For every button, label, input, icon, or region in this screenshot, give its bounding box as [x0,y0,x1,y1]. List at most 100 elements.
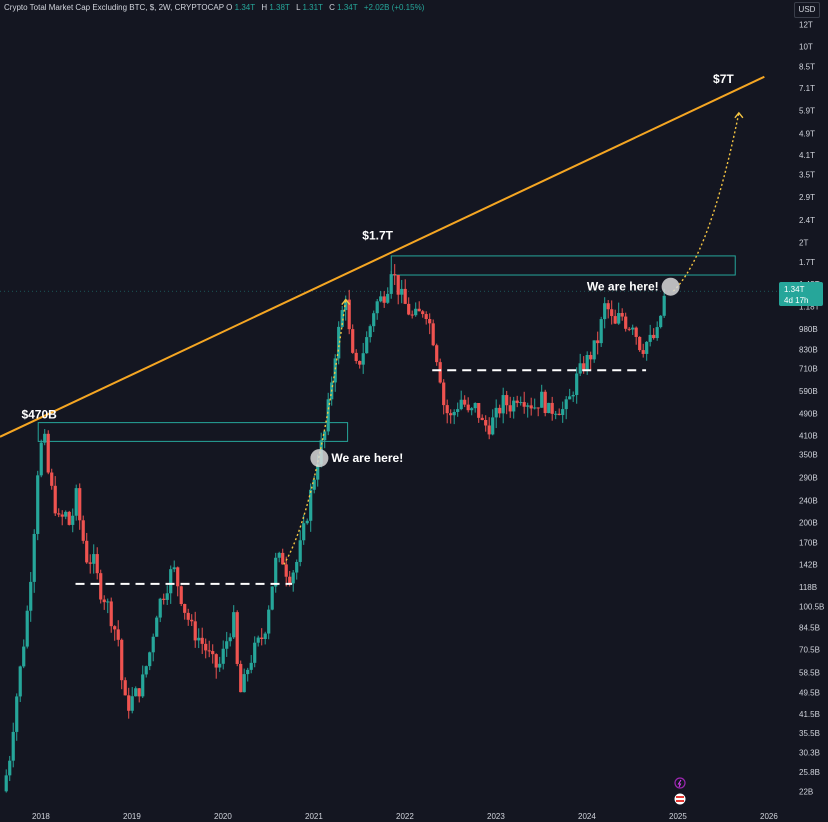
candle-body [365,337,369,354]
candle-body [197,637,201,641]
candle-body [267,609,271,634]
candle-body [46,433,50,473]
candle-body [575,373,579,395]
candle-body [564,399,568,410]
candle-body [533,407,537,409]
candle-body [288,576,292,584]
candle-body [323,431,327,441]
y-tick-label: 5.9T [799,107,815,116]
candle-body [60,514,64,517]
candle-body [613,316,617,324]
open-key: O [226,3,233,12]
candle-body [557,413,561,416]
candle-body [585,354,589,371]
lightning-icon[interactable] [674,777,686,789]
candle-body [239,663,243,693]
candle-body [645,341,649,354]
candle-body [78,488,82,521]
candle-body [172,567,176,570]
candle-body [260,637,264,640]
candle-body [193,621,197,641]
candle-body [183,603,187,613]
y-tick-label: 142B [799,560,818,569]
candle-body [372,313,376,327]
candle-body [333,358,337,383]
currency-button[interactable]: USD [794,2,820,18]
y-axis[interactable]: 12T 10T 8.5T 7.1T 5.9T 4.9T 4.1T 3.5T 2.9T 2.4T 2T… [799,20,824,796]
candle-body [291,572,295,584]
candle-body [529,405,533,409]
candle-body [309,489,313,521]
candle-body [407,303,411,315]
candle-body [515,400,519,403]
candle-body [29,581,33,611]
candle-body [421,311,425,315]
candle-body [158,598,162,618]
symbol-title[interactable]: Crypto Total Market Cap Excluding BTC, $… [4,3,224,12]
candle-body [617,313,621,324]
candle-body [169,569,173,594]
candle-body [501,395,505,414]
candle-body [620,313,624,317]
candle-body [603,303,607,320]
candle-body [512,400,516,412]
y-tick-label: 170B [799,538,818,547]
candle-body [137,688,141,697]
candle-body [375,301,379,314]
candle-body [151,636,155,653]
candle-body [221,648,225,664]
candle-body [431,323,435,346]
candle-body [417,308,421,312]
candle-body [547,402,551,414]
candle-body [540,391,544,408]
candle-body [477,403,481,418]
y-tick-label: 41.5B [799,710,820,719]
x-axis[interactable]: 2018 2019 2020 2021 2022 2023 2024 2025 2026 [32,812,778,821]
candle-body [459,399,463,410]
candle-body [92,554,96,564]
candle-body [64,511,68,517]
open-value: 1.34T [234,3,256,12]
candle-body [393,274,397,276]
candle-body [554,413,558,415]
candle-body [155,617,159,637]
candle-body [351,329,355,353]
candle-body [4,775,8,792]
x-tick-label: 2024 [578,812,596,821]
candle-body [652,334,656,339]
candle-body [8,760,12,776]
candle-body [368,326,372,338]
candle-body [578,363,582,374]
candle-body [505,395,509,406]
y-tick-label: 350B [799,451,818,460]
candle-body [312,479,316,490]
candle-body [568,396,572,400]
y-tick-label: 490B [799,410,818,419]
candle-body [445,405,449,414]
candle-body [67,511,71,525]
candle-body [302,523,306,541]
candle-body [246,669,250,675]
candle-body [596,340,600,344]
candle-body [456,409,460,412]
y-tick-label: 980B [799,325,818,334]
candle-body [232,612,236,638]
peak-label: $1.7T [362,228,393,242]
flag-icon[interactable] [674,793,686,805]
x-tick-label: 2026 [760,812,778,821]
y-tick-label: 70.5B [799,646,820,655]
candle-body [274,557,278,587]
low-value: 1.31T [302,3,323,12]
candle-body [116,629,120,640]
candle-body [281,552,285,565]
candle-body [176,567,180,587]
candle-body [295,561,299,573]
candle-body [337,326,341,359]
candle-body [571,394,575,397]
x-tick-label: 2023 [487,812,505,821]
candle-body [162,598,166,600]
candle-body [134,688,138,697]
candle-body [424,314,428,319]
candle-body [452,411,456,416]
